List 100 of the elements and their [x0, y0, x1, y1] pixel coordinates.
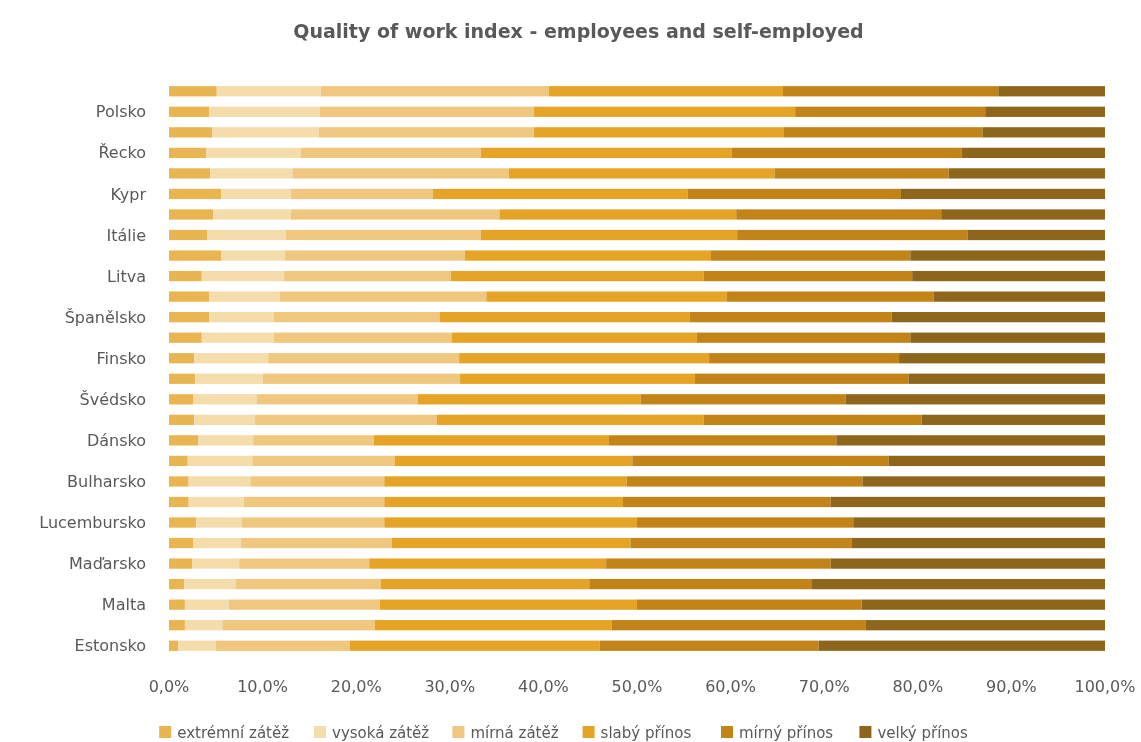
bar	[606, 558, 831, 569]
legend-label: velký přínos	[877, 724, 969, 742]
bar	[268, 353, 460, 364]
bar	[188, 496, 244, 508]
bar	[241, 537, 392, 549]
y-tick-label: Maďarsko	[69, 554, 146, 574]
bar	[188, 476, 251, 487]
bar	[908, 373, 1105, 384]
bar	[417, 394, 641, 405]
bar	[169, 414, 195, 425]
bar	[394, 455, 633, 467]
bar	[836, 435, 1105, 446]
bar	[812, 578, 1105, 590]
bar	[169, 496, 189, 508]
bar	[349, 640, 600, 651]
bar	[169, 106, 210, 117]
bar	[279, 291, 487, 302]
bar	[193, 394, 257, 405]
y-tick-label: Bulharsko	[67, 472, 146, 492]
bar	[589, 578, 813, 590]
bar	[451, 332, 697, 343]
bar	[195, 373, 263, 384]
bar	[169, 229, 208, 241]
bar	[253, 435, 374, 446]
bar	[262, 373, 461, 384]
bar	[710, 250, 911, 261]
bar	[374, 620, 612, 631]
bar	[169, 455, 188, 467]
bar	[169, 332, 202, 343]
bar	[207, 229, 286, 241]
legend-label: slabý přínos	[600, 724, 692, 742]
bar	[436, 414, 704, 425]
bar	[912, 270, 1105, 282]
bar	[948, 168, 1105, 179]
bar	[212, 127, 319, 138]
x-tick-label: 10,0%	[237, 677, 289, 696]
y-tick-label: Lucembursko	[39, 513, 146, 533]
bar	[169, 209, 213, 220]
bar	[169, 147, 207, 159]
bar	[703, 414, 922, 425]
bar	[851, 537, 1105, 549]
bar	[611, 620, 866, 631]
bar	[737, 229, 968, 241]
bar	[194, 414, 256, 425]
bar	[255, 414, 437, 425]
bar	[818, 640, 1105, 651]
bar	[830, 496, 1105, 508]
bar	[380, 578, 590, 590]
bar	[982, 127, 1105, 138]
bar	[630, 537, 852, 549]
bar	[169, 353, 195, 364]
x-tick-label: 20,0%	[330, 677, 382, 696]
bar	[169, 127, 213, 138]
bar	[985, 106, 1105, 117]
bar	[900, 188, 1105, 200]
bar	[696, 332, 911, 343]
bar	[178, 640, 216, 651]
bar	[373, 435, 609, 446]
bar	[212, 209, 291, 220]
bar	[194, 353, 269, 364]
legend-label: mírná zátěž	[470, 724, 559, 742]
bar	[640, 394, 846, 405]
bar	[273, 312, 440, 323]
bar	[941, 209, 1105, 220]
bar	[480, 147, 732, 159]
y-tick-label: Kypr	[110, 184, 147, 204]
bar	[169, 578, 184, 590]
bar	[256, 394, 418, 405]
bar	[184, 620, 223, 631]
bar	[736, 209, 942, 220]
bar	[726, 291, 934, 302]
bar	[252, 455, 395, 467]
bar	[861, 599, 1105, 610]
bar	[169, 435, 199, 446]
bar	[709, 353, 900, 364]
bar	[432, 188, 688, 200]
bar	[243, 496, 385, 508]
bar	[242, 517, 385, 528]
bar	[228, 599, 380, 610]
chart-title: Quality of work index - employees and self-employed	[293, 20, 864, 42]
x-tick-label: 90,0%	[985, 677, 1037, 696]
bar	[480, 229, 738, 241]
bar	[169, 291, 210, 302]
bar	[865, 620, 1105, 631]
bar	[967, 229, 1105, 241]
bar	[285, 250, 465, 261]
bar	[795, 106, 986, 117]
bar	[201, 332, 274, 343]
bar	[286, 229, 481, 241]
bar	[169, 168, 211, 179]
bar	[384, 517, 637, 528]
bar	[169, 86, 217, 97]
bar	[169, 517, 197, 528]
bar	[899, 353, 1105, 364]
bar	[862, 476, 1105, 487]
y-tick-label: Švédsko	[79, 389, 146, 409]
bar	[290, 209, 500, 220]
bar	[508, 168, 775, 179]
bar	[774, 168, 949, 179]
x-tick-label: 50,0%	[611, 677, 663, 696]
